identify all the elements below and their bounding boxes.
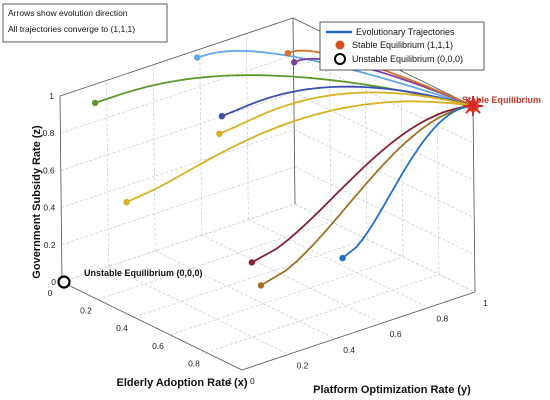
floor-gridline bbox=[201, 234, 382, 324]
x-tick-label: 0.6 bbox=[152, 341, 164, 351]
trajectory-line bbox=[250, 105, 474, 264]
trajectory-start-point bbox=[193, 54, 201, 61]
trajectory-line bbox=[260, 105, 474, 287]
floor-gridline bbox=[248, 219, 429, 308]
trajectory-start-point bbox=[216, 130, 223, 137]
floor-gridline bbox=[133, 238, 368, 318]
trajectory-start-point bbox=[291, 58, 298, 66]
y-tick-label: 0 bbox=[250, 376, 255, 386]
legend-entry-trajectories: Evolutionary Trajectories bbox=[356, 27, 455, 37]
chart-axes: 0 0.2 0.4 0.6 0.8 1 0 0.2 0.4 0.6 0.8 1 0 0.2 0.4 0.6 0.… bbox=[43, 17, 488, 386]
chart-legend: Evolutionary Trajectories Stable Equilib… bbox=[319, 21, 485, 71]
trajectory-line bbox=[218, 91, 474, 135]
y-axis-label: Platform Optimization Rate (y) bbox=[313, 384, 471, 396]
note-line-1: Arrows show evolution direction bbox=[8, 8, 128, 18]
trajectory-line bbox=[341, 105, 474, 259]
x-tick-label: 1 bbox=[228, 376, 233, 386]
floor-gridline bbox=[97, 221, 332, 300]
wall-gridline bbox=[60, 92, 294, 171]
unstable-equilibrium-label: Unstable Equilibrium (0,0,0) bbox=[84, 268, 203, 278]
y-tick-label: 0.2 bbox=[297, 360, 309, 370]
z-tick-label: 0.4 bbox=[43, 203, 55, 213]
x-tick-label: 0.2 bbox=[80, 306, 92, 316]
legend-entry-unstable: Unstable Equilibrium (0,0,0) bbox=[352, 54, 463, 64]
note-line-2: All trajectories converge to (1,1,1) bbox=[8, 24, 135, 34]
y-tick-label: 0.4 bbox=[343, 345, 355, 355]
wall-gridline bbox=[246, 33, 249, 220]
wall-gridline bbox=[294, 129, 475, 218]
x-axis-label: Elderly Adoption Rate (x) bbox=[117, 377, 248, 389]
x-tick-label: 0.4 bbox=[116, 323, 128, 333]
wall-gridline bbox=[106, 80, 109, 267]
wall-gridline bbox=[400, 70, 404, 257]
z-axis-line bbox=[59, 95, 63, 283]
trajectory-line bbox=[221, 85, 474, 118]
box-edge bbox=[292, 17, 296, 205]
wall-gridline bbox=[152, 64, 156, 251]
y-tick-label: 0.8 bbox=[436, 314, 448, 324]
chart-markers bbox=[57, 50, 483, 289]
box-edge bbox=[472, 105, 476, 293]
trajectory-line bbox=[125, 100, 474, 204]
trajectory-start-point bbox=[257, 282, 265, 289]
y-tick-label: 1 bbox=[483, 298, 488, 308]
trajectory-start-point bbox=[339, 254, 346, 262]
trajectory-start-point bbox=[218, 113, 226, 120]
chart-series bbox=[94, 49, 474, 287]
wall-gridline bbox=[199, 49, 203, 236]
wall-gridline bbox=[294, 166, 475, 256]
wall-gridline bbox=[364, 53, 368, 240]
z-tick-label: 0.2 bbox=[44, 240, 56, 250]
wall-gridline bbox=[61, 203, 296, 283]
z-tick-label: 0 bbox=[51, 277, 56, 287]
legend-unstable-marker bbox=[334, 53, 346, 65]
legend-stable-marker bbox=[335, 40, 345, 50]
star-ray bbox=[465, 98, 481, 114]
x-tick-label: 0 bbox=[48, 288, 53, 298]
trajectory-start-point bbox=[123, 199, 130, 206]
note-box: Arrows show evolution direction All traj… bbox=[2, 3, 168, 43]
z-tick-label: 0.6 bbox=[43, 165, 55, 175]
y-tick-label: 0.6 bbox=[390, 329, 402, 339]
floor-gridline bbox=[155, 250, 336, 340]
wall-gridline bbox=[61, 129, 295, 208]
floor-gridline bbox=[169, 256, 404, 336]
wall-gridline bbox=[61, 166, 295, 246]
floor-gridline bbox=[205, 274, 440, 353]
stable-equilibrium-star bbox=[463, 96, 483, 116]
box-edge bbox=[59, 17, 294, 97]
unstable-equilibrium-point bbox=[57, 275, 71, 289]
wall-gridline bbox=[436, 88, 440, 275]
wall-gridline bbox=[60, 54, 294, 134]
wall-gridline bbox=[294, 203, 476, 293]
chart-labels: Government Subsidy Rate (z) Elderly Adop… bbox=[31, 95, 541, 396]
y-axis-line bbox=[241, 291, 476, 371]
wall-gridline bbox=[293, 92, 474, 181]
trajectory-start-point bbox=[248, 259, 255, 266]
x-tick-label: 0.8 bbox=[188, 358, 200, 368]
legend-entry-stable: Stable Equilibrium (1,1,1) bbox=[352, 40, 453, 50]
stable-equilibrium-label: Stable Equilibrium bbox=[462, 95, 541, 105]
z-axis-label: Government Subsidy Rate (z) bbox=[31, 125, 43, 279]
wall-gridline bbox=[293, 54, 474, 144]
trajectory-start-point bbox=[91, 99, 99, 107]
x-axis-line bbox=[61, 281, 243, 371]
chart-grid bbox=[59, 17, 476, 371]
trajectory-start-point bbox=[284, 50, 292, 57]
floor-gridline bbox=[108, 266, 289, 355]
z-tick-label: 0.8 bbox=[43, 128, 55, 138]
z-tick-label: 1 bbox=[49, 91, 54, 101]
